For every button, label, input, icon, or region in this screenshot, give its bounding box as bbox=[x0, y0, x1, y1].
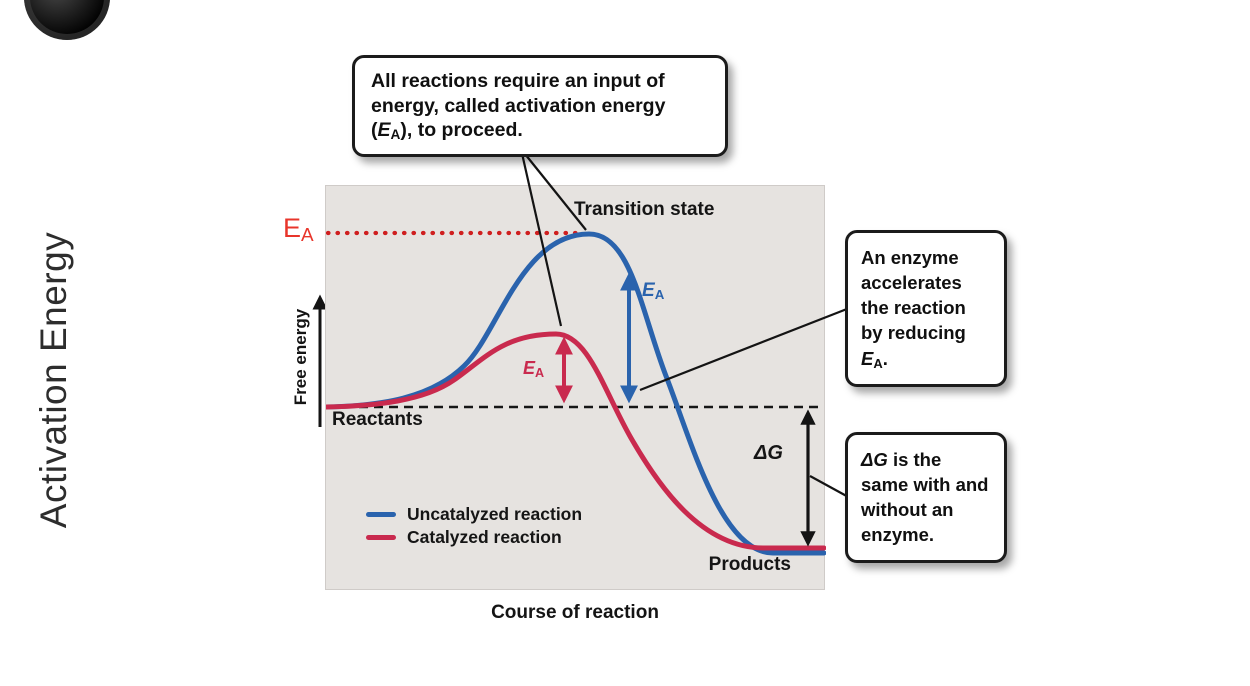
legend-swatch-uncatalyzed-icon bbox=[366, 512, 396, 517]
callout-enzyme: An enzyme accelerates the reaction by re… bbox=[845, 230, 1007, 388]
free-energy-axis-label: Free energy bbox=[291, 308, 311, 406]
legend-item-catalyzed: Catalyzed reaction bbox=[366, 526, 582, 549]
ea-label-uncatalyzed: EA bbox=[642, 280, 665, 302]
plot-panel: Transition state Reactants Products EA E… bbox=[325, 185, 826, 590]
legend: Uncatalyzed reaction Catalyzed reaction bbox=[366, 503, 582, 549]
curve-catalyzed bbox=[326, 331, 826, 551]
free-energy-axis: Free energy bbox=[288, 287, 314, 427]
reactants-label: Reactants bbox=[332, 409, 423, 430]
slide-title: Activation Energy bbox=[33, 231, 74, 529]
products-label: Products bbox=[708, 554, 791, 575]
free-energy-axis-arrow bbox=[312, 294, 328, 427]
legend-swatch-catalyzed-icon bbox=[366, 535, 396, 540]
course-of-reaction-label: Course of reaction bbox=[491, 602, 659, 623]
logo-circle-icon bbox=[24, 0, 110, 40]
callout-activation-energy: All reactions require an input of energy… bbox=[352, 55, 728, 158]
legend-label-uncatalyzed: Uncatalyzed reaction bbox=[407, 504, 583, 524]
ea-axis-label: EA bbox=[283, 213, 314, 247]
legend-item-uncatalyzed: Uncatalyzed reaction bbox=[366, 503, 582, 526]
ea-label-catalyzed: EA bbox=[523, 358, 545, 380]
delta-g-label: ΔG bbox=[754, 442, 783, 464]
transition-state-label: Transition state bbox=[574, 199, 715, 220]
callout-delta-g: ΔG is the same with and without an enzym… bbox=[845, 432, 1007, 563]
plot-canvas bbox=[326, 230, 826, 556]
slide-title-wrap: Activation Energy bbox=[10, 160, 98, 600]
curve-uncatalyzed bbox=[326, 231, 826, 556]
legend-label-catalyzed: Catalyzed reaction bbox=[407, 527, 562, 547]
